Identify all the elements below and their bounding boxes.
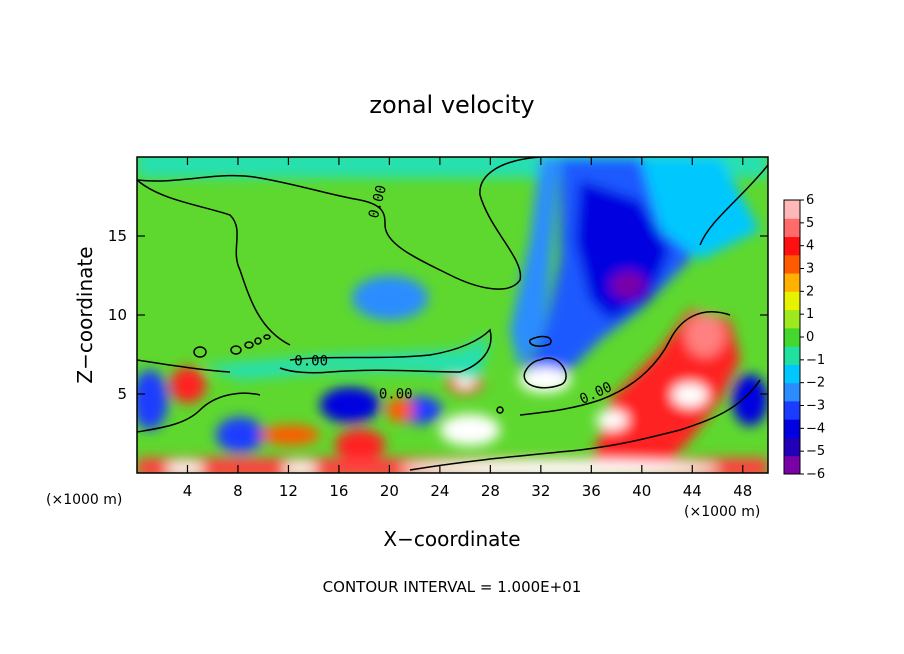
colorbar-swatch — [784, 218, 800, 238]
colorbar-swatch — [784, 291, 800, 311]
contour-label: 0.00 — [379, 387, 413, 403]
y-axis-label: Z−coordinate — [73, 246, 97, 383]
colorbar-swatch — [784, 437, 800, 457]
colorbar-tick-label: 1 — [806, 307, 814, 322]
colorbar-swatch — [784, 364, 800, 384]
x-tick-label: 32 — [531, 482, 550, 500]
x-tick-label: 48 — [733, 482, 752, 500]
colorbar-tick-label: −5 — [806, 444, 825, 459]
x-tick-label: 36 — [582, 482, 601, 500]
velocity-field — [137, 157, 768, 473]
colorbar-swatch — [784, 200, 800, 219]
x-tick-label: 20 — [380, 482, 399, 500]
x-unit-left: (×1000 m) — [46, 492, 122, 508]
colorbar-swatch — [784, 273, 800, 292]
colorbar-tick-label: 3 — [806, 262, 814, 277]
x-unit-right: (×1000 m) — [684, 504, 760, 520]
colorbar-swatch — [784, 382, 800, 402]
colorbar-tick-label: 5 — [806, 216, 814, 231]
x-tick-label: 28 — [481, 482, 500, 500]
contour-interval-note: CONTOUR INTERVAL = 1.000E+01 — [323, 578, 582, 596]
colorbar-tick-label: −6 — [806, 467, 825, 482]
colorbar-tick-label: −2 — [806, 376, 825, 391]
colorbar-tick-label: 0 — [806, 330, 814, 345]
colorbar-swatch — [784, 346, 800, 365]
colorbar-swatch — [784, 400, 800, 420]
x-tick-label: 8 — [233, 482, 243, 500]
x-tick-label: 40 — [632, 482, 651, 500]
x-tick-label: 24 — [430, 482, 449, 500]
x-axis-label: X−coordinate — [383, 527, 520, 551]
colorbar: −6 −5 −4 −3 −2 −1 0 1 2 3 4 5 6 — [783, 193, 825, 482]
colorbar-tick-label: −3 — [806, 399, 825, 414]
x-tick-label: 4 — [183, 482, 193, 500]
x-tick-label: 44 — [683, 482, 702, 500]
contour-lines — [137, 157, 768, 471]
y-tick-label: 10 — [108, 306, 127, 324]
colorbar-tick-label: −1 — [806, 353, 825, 368]
colorbar-swatch — [784, 254, 800, 274]
x-tick-label: 16 — [329, 482, 348, 500]
contour-label: 0.00 — [294, 354, 328, 370]
colorbar-swatch — [784, 455, 800, 475]
colorbar-swatch — [784, 236, 800, 256]
chart-title: zonal velocity — [369, 91, 534, 119]
colorbar-swatch — [784, 309, 800, 329]
x-tick-label: 12 — [279, 482, 298, 500]
colorbar-tick-label: 2 — [806, 284, 814, 299]
y-tick-label: 15 — [108, 227, 127, 245]
colorbar-swatch — [784, 327, 800, 347]
colorbar-swatch — [784, 419, 800, 438]
colorbar-tick-label: 4 — [806, 239, 814, 254]
colorbar-tick-label: −4 — [806, 421, 825, 436]
colorbar-tick-label: 6 — [806, 193, 814, 208]
y-tick-label: 5 — [117, 385, 127, 403]
